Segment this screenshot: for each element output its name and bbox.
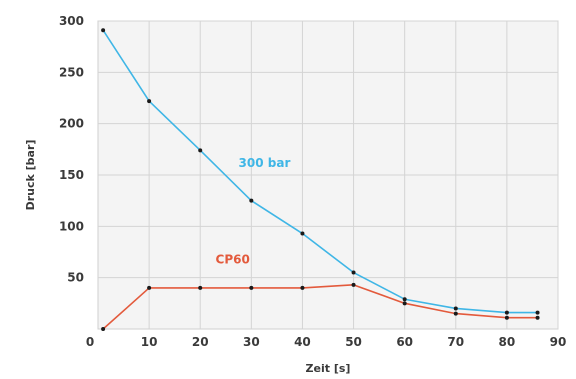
data-point [535, 310, 540, 315]
x-tick-label: 70 [447, 335, 464, 349]
data-point [101, 327, 106, 331]
x-tick-label: 50 [345, 335, 362, 349]
data-point [453, 306, 458, 311]
labels: 300 bar CP60 [216, 156, 291, 267]
data-point [249, 198, 254, 203]
data-point [351, 282, 356, 287]
x-tick-label-origin: 0 [86, 335, 94, 349]
series-label-1: CP60 [216, 252, 250, 266]
x-tick-label: 30 [243, 335, 260, 349]
data-point [101, 28, 106, 33]
data-point [504, 310, 509, 315]
data-point [402, 301, 407, 306]
x-tick-label: 40 [294, 335, 311, 349]
y-tick-label: 300 [59, 14, 84, 28]
data-point [504, 315, 509, 320]
y-axis-label: Druck [bar] [24, 140, 37, 211]
x-axis-label: Zeit [s] [306, 362, 351, 375]
y-tick-label: 250 [59, 65, 84, 79]
data-point [147, 99, 152, 104]
y-tick-label: 200 [59, 117, 84, 131]
series-label-0: 300 bar [239, 156, 291, 170]
series-line-0 [102, 29, 538, 314]
series-line-1 [102, 284, 538, 330]
data-point [300, 231, 305, 236]
axes: 10 20 30 40 50 60 70 80 90 0 50 100 150 200 250 300 [59, 14, 566, 349]
data-point [147, 285, 152, 290]
data-point [300, 285, 305, 290]
data-point [535, 315, 540, 320]
x-tick-label: 60 [396, 335, 413, 349]
x-tick-label: 20 [192, 335, 209, 349]
data-point [249, 285, 254, 290]
x-tick-label: 80 [499, 335, 516, 349]
data-point [402, 297, 407, 302]
series-layer [101, 28, 540, 331]
x-tick-label: 10 [141, 335, 158, 349]
grid [98, 20, 559, 329]
y-tick-label: 150 [59, 168, 84, 182]
data-point [351, 270, 356, 275]
data-point [198, 148, 203, 153]
y-tick-label: 50 [67, 271, 84, 285]
data-point [198, 285, 203, 290]
data-point [453, 311, 458, 316]
x-tick-label: 90 [550, 335, 567, 349]
y-tick-label: 100 [59, 219, 84, 233]
